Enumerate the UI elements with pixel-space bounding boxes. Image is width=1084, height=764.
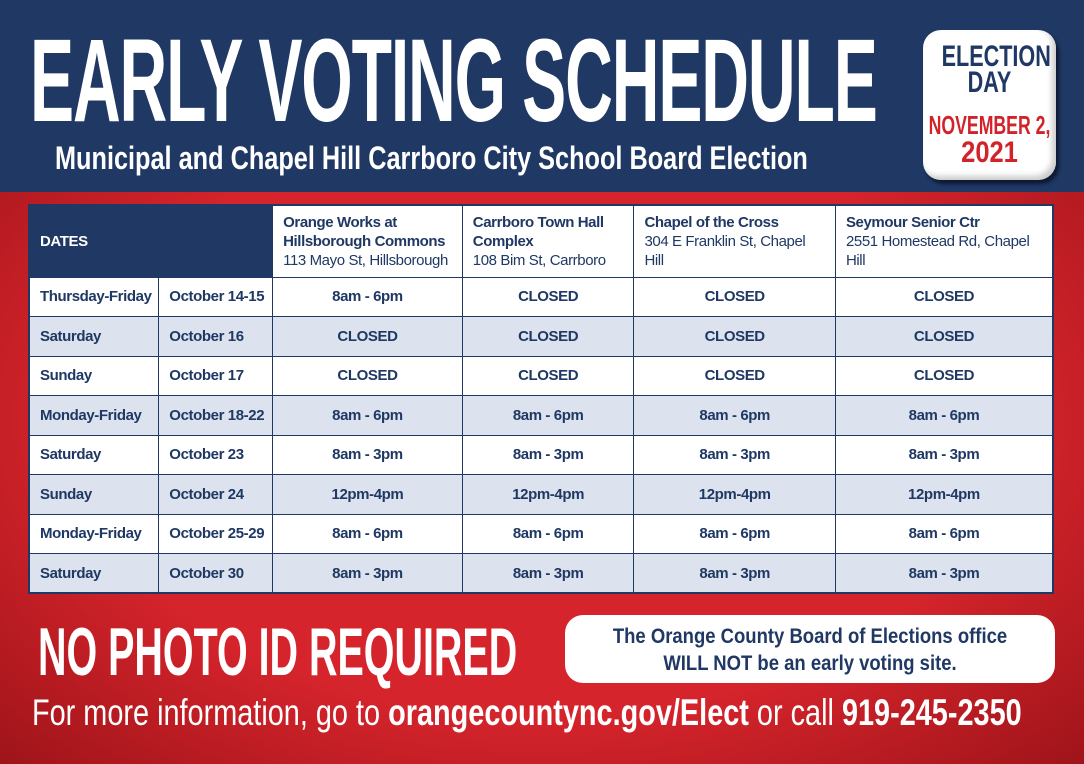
hours-cell: CLOSED <box>633 316 836 357</box>
hours-cell: 8am - 3pm <box>633 434 836 475</box>
hours-cell: 12pm-4pm <box>834 474 1054 515</box>
hours-cell: 12pm-4pm <box>272 474 463 515</box>
day-cell: Saturday <box>28 553 160 594</box>
page-subtitle: Municipal and Chapel Hill Carrboro City … <box>55 140 808 176</box>
hours-cell: CLOSED <box>633 276 836 317</box>
site-address: 2551 Homestead Rd, Chapel Hill <box>845 232 1030 269</box>
footer-middle: or call <box>748 692 842 733</box>
date-cell: October 24 <box>158 474 274 515</box>
table-row: Monday-Friday October 18-22 8am - 6pm 8am -… <box>28 395 1054 436</box>
date-cell: October 23 <box>158 434 274 475</box>
hours-cell: 8am - 6pm <box>272 395 463 436</box>
dates-header: DATES <box>28 204 274 278</box>
site-address: 113 Mayo St, Hillsborough <box>283 251 448 269</box>
election-date: NOVEMBER 2, <box>928 110 1051 140</box>
site-header: Carrboro Town Hall Complex 108 Bim St, Ca… <box>461 204 635 278</box>
site-name: Seymour Senior Ctr <box>845 213 980 231</box>
table-row: Saturday October 16 CLOSED CLOSED CLOSED CLOS… <box>28 316 1054 357</box>
hours-cell: 8am - 6pm <box>633 395 836 436</box>
date-cell: October 18-22 <box>158 395 274 436</box>
hours-cell: CLOSED <box>834 355 1054 396</box>
footer-phone[interactable]: 919-245-2350 <box>841 692 1022 733</box>
day-cell: Sunday <box>28 474 160 515</box>
date-cell: October 16 <box>158 316 274 357</box>
day-cell: Saturday <box>28 316 160 357</box>
hours-cell: CLOSED <box>461 276 635 317</box>
site-header: Seymour Senior Ctr 2551 Homestead Rd, Cha… <box>834 204 1054 278</box>
hours-cell: 12pm-4pm <box>461 474 635 515</box>
page-title: EARLY VOTING SCHEDULE <box>30 15 878 147</box>
header-banner <box>0 0 1084 192</box>
table-row: Saturday October 23 8am - 3pm 8am - 3pm 8am … <box>28 434 1054 475</box>
footer-url[interactable]: orangecountync.gov/Elect <box>388 692 749 733</box>
table-row: Monday-Friday October 25-29 8am - 6pm 8am -… <box>28 513 1054 554</box>
table-row: Sunday October 17 CLOSED CLOSED CLOSED CLOSED <box>28 355 1054 396</box>
site-name: Orange Works at Hillsborough Commons <box>283 213 446 250</box>
hours-cell: 8am - 3pm <box>633 553 836 594</box>
notice-line-2: WILL NOT be an early voting site. <box>663 652 957 675</box>
site-address: 108 Bim St, Carrboro <box>472 251 606 269</box>
hours-cell: CLOSED <box>834 316 1054 357</box>
table-row: Sunday October 24 12pm-4pm 12pm-4pm 12pm-4pm… <box>28 474 1054 515</box>
election-day-badge: ELECTION DAY NOVEMBER 2, 2021 <box>923 30 1056 180</box>
election-year: 2021 <box>961 136 1018 169</box>
hours-cell: 8am - 6pm <box>834 395 1054 436</box>
day-cell: Monday-Friday <box>28 513 160 554</box>
table-header-row: DATES Orange Works at Hillsborough Commo… <box>28 204 1054 278</box>
site-header: Orange Works at Hillsborough Commons 113 … <box>272 204 463 278</box>
hours-cell: CLOSED <box>834 276 1054 317</box>
hours-cell: 8am - 6pm <box>272 513 463 554</box>
hours-cell: CLOSED <box>461 316 635 357</box>
date-cell: October 25-29 <box>158 513 274 554</box>
site-header: Chapel of the Cross 304 E Franklin St, Ch… <box>633 204 836 278</box>
notice-line-1: The Orange County Board of Elections off… <box>612 625 1008 648</box>
hours-cell: 8am - 6pm <box>834 513 1054 554</box>
hours-cell: 8am - 3pm <box>272 434 463 475</box>
election-label: ELECTION <box>941 40 1051 73</box>
day-cell: Thursday-Friday <box>28 276 160 317</box>
hours-cell: CLOSED <box>272 316 463 357</box>
no-photo-id-heading: NO PHOTO ID REQUIRED <box>38 614 518 690</box>
hours-cell: CLOSED <box>272 355 463 396</box>
hours-cell: 8am - 6pm <box>461 513 635 554</box>
notice-box: The Orange County Board of Elections off… <box>565 615 1055 683</box>
date-cell: October 30 <box>158 553 274 594</box>
hours-cell: 12pm-4pm <box>633 474 836 515</box>
footer-info: For more information, go to orangecounty… <box>32 690 1022 736</box>
day-cell: Monday-Friday <box>28 395 160 436</box>
hours-cell: CLOSED <box>633 355 836 396</box>
hours-cell: 8am - 3pm <box>461 434 635 475</box>
day-cell: Saturday <box>28 434 160 475</box>
hours-cell: 8am - 6pm <box>633 513 836 554</box>
date-cell: October 17 <box>158 355 274 396</box>
hours-cell: 8am - 3pm <box>272 553 463 594</box>
hours-cell: 8am - 3pm <box>834 553 1054 594</box>
hours-cell: 8am - 6pm <box>461 395 635 436</box>
footer-prefix: For more information, go to <box>32 692 389 733</box>
day-label: DAY <box>967 66 1012 99</box>
table-row: Saturday October 30 8am - 3pm 8am - 3pm 8am … <box>28 553 1054 594</box>
day-cell: Sunday <box>28 355 160 396</box>
hours-cell: CLOSED <box>461 355 635 396</box>
site-address: 304 E Franklin St, Chapel Hill <box>644 232 806 269</box>
hours-cell: 8am - 3pm <box>461 553 635 594</box>
schedule-table: DATES Orange Works at Hillsborough Commo… <box>28 204 1054 594</box>
hours-cell: 8am - 3pm <box>834 434 1054 475</box>
site-name: Chapel of the Cross <box>644 213 779 231</box>
table-row: Thursday-Friday October 14-15 8am - 6pm CLO… <box>28 276 1054 317</box>
site-name: Carrboro Town Hall Complex <box>472 213 604 250</box>
date-cell: October 14-15 <box>158 276 274 317</box>
hours-cell: 8am - 6pm <box>272 276 463 317</box>
